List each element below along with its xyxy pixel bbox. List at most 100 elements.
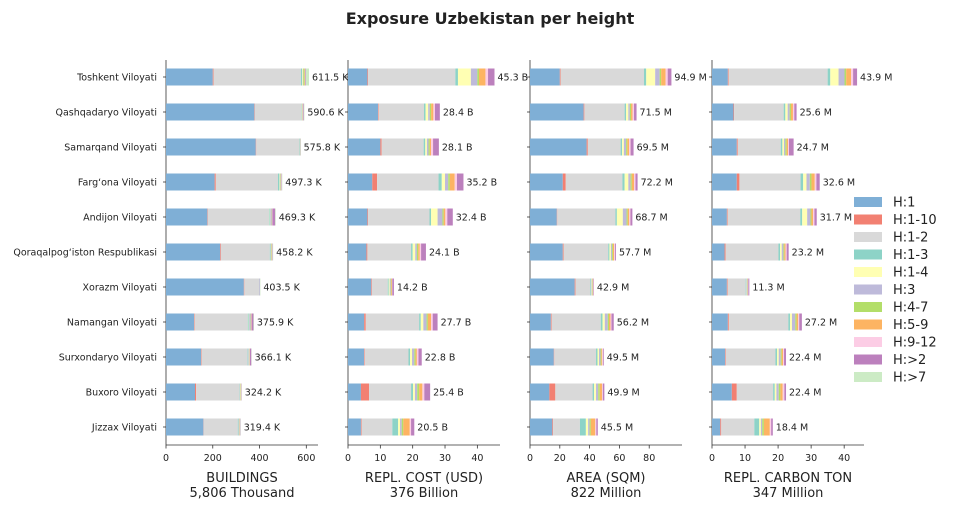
bar-segment-h-4-7 [845, 69, 847, 86]
bar-segment-h-1 [348, 174, 372, 191]
bar-segment-h-1-3 [411, 384, 413, 401]
bar-segment-h-1-10 [361, 419, 362, 436]
bar-segment-h-5-9 [419, 384, 422, 401]
bar-segment-h-1-3 [644, 69, 646, 86]
x-axis-total: 347 Million [753, 486, 824, 501]
legend-label: H:1-10 [893, 213, 937, 228]
bar-segment-h-1-2 [739, 174, 800, 191]
bar-segment-h-1-2 [221, 244, 270, 261]
category-label: Jizzax Viloyati [91, 423, 157, 434]
bar-total-label: 43.9 M [860, 73, 892, 84]
legend-swatch [854, 232, 882, 242]
bar-segment-h-2 [668, 69, 672, 86]
bar-segment-h-1-2 [588, 139, 621, 156]
bar-total-label: 22.8 B [425, 353, 456, 364]
bar-segment-h-4-7 [785, 139, 786, 156]
bar-segment-h-1-3 [590, 279, 591, 296]
bar-segment-h-1 [530, 244, 563, 261]
legend-label: H:1 [893, 196, 915, 211]
bar-total-label: 366.1 K [255, 353, 292, 364]
bar-segment-h-1-3 [778, 244, 780, 261]
bar-segment-h-1-2 [377, 174, 438, 191]
legend-label: H:>2 [893, 353, 926, 368]
bar-segment-h-2 [447, 209, 453, 226]
category-label: Buxoro Viloyati [86, 388, 157, 399]
bar-segment-h-1 [530, 419, 552, 436]
bar-segment-h-1-3 [392, 419, 398, 436]
bar-total-label: 497.3 K [285, 178, 322, 189]
bar-segment-h-1-10 [551, 314, 552, 331]
panel-2: 45.3 B28.4 B28.1 B35.2 B32.4 B24.1 B14.2… [345, 60, 528, 501]
bar-total-label: 27.7 B [441, 318, 472, 329]
bar-segment-h-5-9 [764, 419, 770, 436]
bar-segment-h-5-9 [613, 244, 614, 261]
bar-segment-h-1-2 [738, 139, 781, 156]
bar-segment-h-9-12 [595, 419, 596, 436]
bar-total-label: 56.2 M [617, 318, 649, 329]
bar-segment-h-3 [415, 384, 417, 401]
bar-segment-h-1-10 [563, 174, 566, 191]
bar-segment-h-5-9 [591, 419, 595, 436]
x-tick-label: 400 [250, 453, 268, 464]
bar-total-label: 49.5 M [607, 353, 639, 364]
bar-segment-h-1 [530, 209, 557, 226]
bar-segment-h-1 [348, 244, 366, 261]
legend-label: H:1-4 [893, 266, 928, 281]
bar-segment-h-1-3 [781, 139, 783, 156]
bar-segment-h-4-7 [608, 314, 609, 331]
bar-segment-h-1-10 [378, 104, 379, 121]
bar-segment-h-4-7 [795, 314, 796, 331]
bar-segment-h-4-7 [781, 349, 782, 366]
bar-segment-h-5-9 [600, 384, 602, 401]
bar-segment-h-2 [814, 209, 816, 226]
bar-segment-h-4-7 [779, 384, 781, 401]
bar-segment-h-2 [305, 69, 306, 86]
bar-segment-h-1-3 [622, 174, 624, 191]
legend-swatch [854, 197, 882, 207]
bar-segment-h-1 [348, 279, 371, 296]
bar-segment-h-1-4 [302, 69, 303, 86]
chart-title: Exposure Uzbekistan per height [346, 9, 635, 28]
legend-swatch [854, 215, 882, 225]
bar-segment-h-2 [612, 314, 614, 331]
bar-segment-h-1 [348, 419, 361, 436]
bar-total-label: 71.5 M [640, 108, 672, 119]
bar-segment-h-4-7 [626, 139, 627, 156]
bar-segment-h-1-2 [555, 384, 592, 401]
bar-segment-h-2 [794, 104, 796, 121]
bar-segment-h-1 [166, 244, 220, 261]
bar-segment-h-3 [747, 279, 748, 296]
bar-segment-h-2 [615, 244, 616, 261]
bar-segment-h-1-10 [371, 279, 372, 296]
bar-segment-h-1-4 [410, 349, 412, 366]
bar-total-label: 590.6 K [307, 108, 344, 119]
bar-segment-h-4-7 [631, 174, 632, 191]
bar-segment-h-1-2 [728, 279, 746, 296]
bar-segment-h-3 [807, 209, 810, 226]
bar-segment-h-4-7 [612, 244, 613, 261]
legend-swatch [854, 302, 882, 312]
bar-segment-h-1-4 [617, 209, 623, 226]
bar-segment-h-9-12 [420, 244, 421, 261]
bar-segment-h-3 [761, 419, 762, 436]
bar-segment-h-1-4 [431, 209, 437, 226]
bar-segment-h-1-3 [801, 174, 804, 191]
bar-segment-h-2 [424, 384, 430, 401]
legend-label: H:>7 [893, 371, 926, 386]
bar-segment-h-1-2 [196, 384, 240, 401]
bar-segment-h-5-9 [628, 209, 629, 226]
bar-segment-h-9-12 [455, 174, 457, 191]
bar-segment-h-9-12 [783, 384, 785, 401]
bar-segment-h-3 [438, 209, 443, 226]
bar-segment-h-1-10 [220, 244, 221, 261]
legend-swatch [854, 250, 882, 260]
x-tick-label: 0 [527, 453, 533, 464]
bar-segment-h-2 [303, 104, 304, 121]
x-tick-label: 30 [805, 453, 817, 464]
bar-total-label: 57.7 M [619, 248, 651, 259]
bar-segment-h-1-3 [248, 314, 249, 331]
x-axis-label: REPL. COST (USD) [365, 471, 483, 486]
bar-segment-h-3 [445, 174, 448, 191]
bar-total-label: 28.4 B [443, 108, 474, 119]
